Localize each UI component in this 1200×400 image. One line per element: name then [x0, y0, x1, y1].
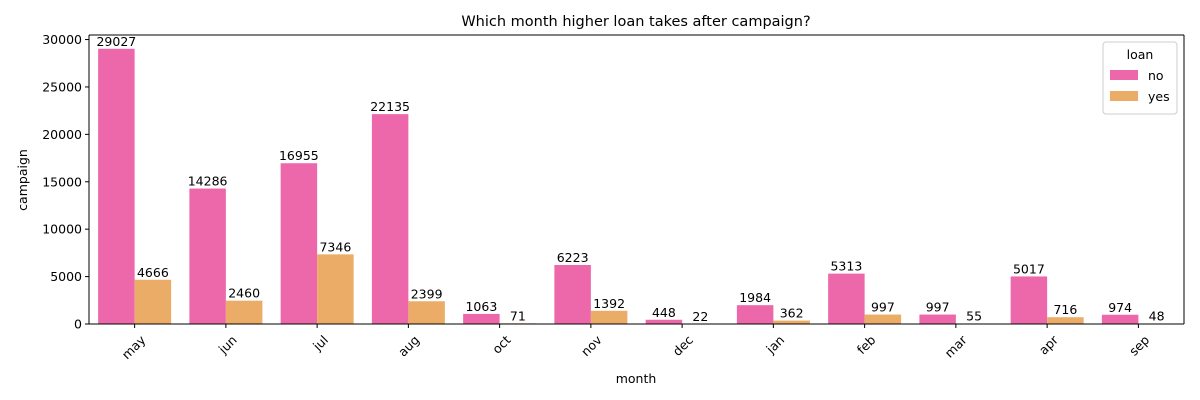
y-tick-label: 30000	[42, 32, 82, 47]
legend-label-yes: yes	[1148, 89, 1170, 104]
bar-sep-no	[1101, 314, 1139, 324]
bar-value-label: 1063	[465, 299, 497, 314]
bar-value-label: 6223	[557, 250, 589, 265]
bar-value-label: 14286	[188, 174, 228, 189]
y-tick-label: 20000	[42, 127, 82, 142]
legend-label-no: no	[1148, 68, 1164, 83]
bar-aug-no	[371, 114, 409, 325]
x-tick-label: sep	[1126, 332, 1152, 358]
x-axis-label: month	[616, 371, 657, 386]
y-tick-label: 10000	[42, 222, 82, 237]
bar-value-label: 55	[966, 308, 982, 323]
legend-title: loan	[1127, 47, 1154, 62]
bar-mar-no	[919, 314, 956, 324]
bar-jul-no	[280, 163, 318, 324]
legend-swatch-no	[1110, 70, 1138, 80]
bar-value-label: 997	[926, 300, 950, 315]
bar-value-label: 48	[1149, 309, 1165, 324]
y-axis: 0 5000 10000 15000 20000 25000 30000	[42, 32, 1185, 332]
bar-jan-no	[736, 305, 774, 324]
x-tick-label: nov	[578, 332, 605, 359]
bar-apr-yes	[1047, 317, 1084, 324]
bar-value-label: 22135	[370, 99, 410, 114]
bar-may-yes	[134, 279, 172, 324]
bar-jan-yes	[773, 320, 810, 324]
x-tick-label: feb	[854, 332, 879, 357]
y-tick-label: 15000	[42, 174, 82, 189]
bar-value-label: 1392	[593, 296, 625, 311]
x-tick-label: oct	[489, 332, 513, 356]
bar-aug-yes	[408, 301, 445, 324]
bar-value-label: 5017	[1013, 261, 1045, 276]
bar-value-label: 16955	[279, 148, 319, 163]
bar-nov-yes	[590, 310, 628, 324]
bar-value-label: 997	[871, 300, 895, 315]
bar-value-label: 2399	[411, 286, 443, 301]
bar-value-label: 22	[692, 309, 708, 324]
bar-jun-yes	[225, 300, 263, 324]
bar-apr-no	[1010, 276, 1048, 324]
x-tick-label: jan	[762, 332, 787, 357]
x-tick-label: may	[119, 332, 149, 362]
bar-jun-no	[189, 188, 226, 324]
bar-value-label: 7346	[319, 239, 351, 254]
x-tick-label: jul	[309, 332, 331, 354]
bar-value-label: 1984	[739, 290, 771, 305]
bar-feb-no	[828, 273, 865, 324]
bar-nov-no	[554, 264, 591, 324]
x-tick-label: aug	[395, 332, 422, 359]
legend-swatch-yes	[1110, 91, 1138, 101]
bar-value-label: 448	[652, 305, 676, 320]
bar-value-label: 5313	[830, 259, 862, 274]
bars-layer	[98, 48, 1175, 325]
bar-value-label: 4666	[137, 265, 169, 280]
bar-value-label: 29027	[96, 34, 136, 49]
y-tick-label: 0	[74, 317, 82, 332]
bar-value-label: 2460	[228, 286, 260, 301]
y-axis-label: campaign	[15, 149, 30, 211]
x-tick-label: apr	[1036, 332, 1062, 358]
x-tick-label: mar	[942, 332, 971, 361]
bar-dec-no	[645, 319, 683, 324]
bar-feb-yes	[864, 314, 902, 324]
bar-oct-no	[463, 313, 500, 324]
y-tick-label: 25000	[42, 79, 82, 94]
x-tick-label: dec	[670, 332, 697, 359]
y-tick-label: 5000	[50, 269, 82, 284]
legend: loan no yes	[1102, 41, 1178, 115]
bar-value-label: 362	[780, 306, 804, 321]
bar-value-label: 716	[1053, 302, 1077, 317]
x-tick-label: jun	[215, 332, 240, 357]
bar-jul-yes	[317, 254, 354, 324]
bar-value-label: 974	[1108, 300, 1132, 315]
chart-title: Which month higher loan takes after camp…	[461, 14, 810, 30]
bar-value-label: 71	[510, 308, 526, 323]
bar-may-no	[98, 48, 135, 325]
bar-labels-layer: 29027 4666 14286 2460 16955 7346 22135 2399 1063…	[96, 34, 1164, 324]
